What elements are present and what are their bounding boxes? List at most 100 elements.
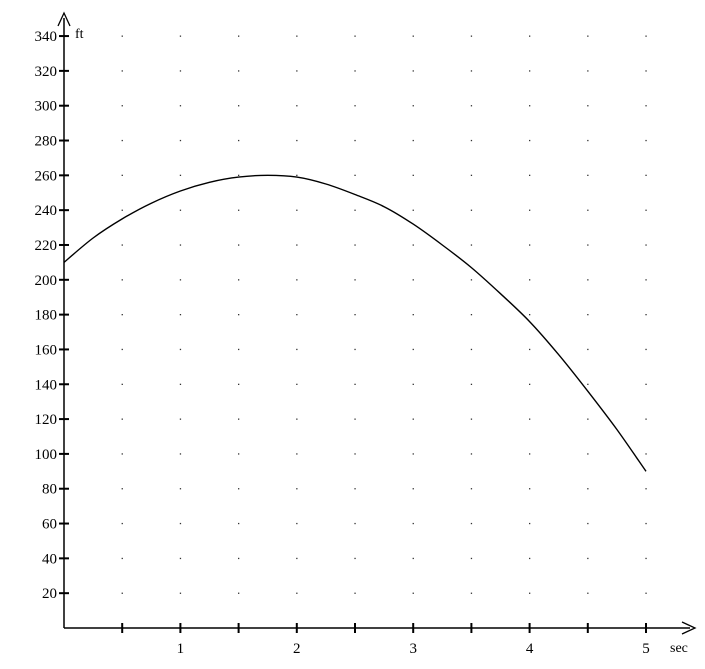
grid-dot bbox=[238, 70, 240, 72]
y-axis-label: ft bbox=[75, 27, 84, 42]
grid-dot bbox=[470, 279, 473, 281]
grid-dot bbox=[121, 592, 123, 594]
grid-dot bbox=[238, 244, 240, 246]
y-tick-label: 160 bbox=[35, 342, 58, 358]
grid-dot bbox=[354, 522, 356, 525]
grid-dot bbox=[529, 244, 531, 246]
series-line bbox=[63, 174, 647, 472]
grid-dot bbox=[238, 139, 240, 142]
grid-dot bbox=[296, 174, 298, 176]
grid-dot bbox=[121, 314, 123, 316]
grid-dot bbox=[470, 592, 473, 594]
y-tick-label: 220 bbox=[35, 238, 58, 254]
grid-dot bbox=[296, 279, 298, 281]
grid-dot bbox=[470, 348, 473, 351]
grid-dot bbox=[470, 314, 473, 316]
grid-dot bbox=[470, 174, 473, 176]
grid-dot bbox=[179, 418, 182, 420]
grid-dot bbox=[645, 348, 647, 351]
x-tick-label: 1 bbox=[177, 641, 185, 657]
grid-dot bbox=[238, 105, 240, 107]
grid-dot bbox=[354, 418, 356, 420]
series bbox=[63, 174, 647, 472]
grid-dot bbox=[587, 174, 589, 176]
grid-dot bbox=[529, 418, 531, 420]
grid-dot bbox=[529, 70, 531, 72]
grid-dot bbox=[121, 70, 123, 72]
grid-dot bbox=[529, 557, 531, 560]
grid-dot bbox=[412, 557, 414, 560]
grid-dot bbox=[296, 592, 298, 594]
grid-dot bbox=[470, 139, 473, 142]
x-tick-label: 4 bbox=[526, 641, 534, 657]
grid-dot bbox=[296, 314, 298, 316]
grid-dot bbox=[121, 105, 123, 107]
grid-dot bbox=[645, 174, 647, 176]
grid-dot bbox=[529, 348, 531, 351]
grid-dot bbox=[645, 35, 647, 37]
grid-dot bbox=[587, 453, 589, 455]
axes: sec ft bbox=[57, 11, 697, 656]
grid-dot bbox=[354, 70, 356, 72]
grid-dot bbox=[412, 35, 414, 37]
grid-dot bbox=[121, 348, 123, 351]
grid-dot bbox=[354, 244, 356, 246]
grid-dot bbox=[296, 557, 298, 560]
grid-dot bbox=[529, 522, 531, 525]
grid-dot bbox=[354, 557, 356, 560]
grid-dot bbox=[238, 279, 240, 281]
grid-dot bbox=[121, 453, 123, 455]
grid bbox=[121, 35, 647, 594]
grid-dot bbox=[587, 244, 589, 246]
grid-dot bbox=[587, 348, 589, 351]
grid-dot bbox=[645, 105, 647, 107]
grid-dot bbox=[179, 314, 182, 316]
grid-dot bbox=[470, 557, 473, 560]
grid-dot bbox=[529, 383, 531, 385]
x-axis-label: sec bbox=[670, 641, 688, 656]
y-tick-label: 240 bbox=[35, 203, 58, 219]
grid-dot bbox=[179, 174, 182, 176]
y-tick-label: 180 bbox=[35, 308, 58, 324]
grid-dot bbox=[645, 70, 647, 72]
grid-dot bbox=[179, 453, 182, 455]
grid-dot bbox=[354, 209, 356, 211]
grid-dot bbox=[238, 592, 240, 594]
grid-dot bbox=[587, 314, 589, 316]
grid-dot bbox=[645, 418, 647, 420]
grid-dot bbox=[179, 279, 182, 281]
grid-dot bbox=[470, 488, 473, 490]
grid-dot bbox=[179, 139, 182, 142]
grid-dot bbox=[179, 383, 182, 385]
grid-dot bbox=[296, 70, 298, 72]
grid-dot bbox=[296, 209, 298, 211]
grid-dot bbox=[412, 383, 414, 385]
grid-dot bbox=[354, 35, 356, 37]
grid-dot bbox=[412, 174, 414, 176]
y-tick-label: 60 bbox=[42, 517, 57, 533]
grid-dot bbox=[354, 488, 356, 490]
grid-dot bbox=[529, 209, 531, 211]
y-tick-label: 260 bbox=[35, 168, 58, 184]
x-tick-label: 3 bbox=[409, 641, 417, 657]
grid-dot bbox=[238, 35, 240, 37]
y-tick-label: 200 bbox=[35, 273, 58, 289]
grid-dot bbox=[296, 418, 298, 420]
grid-dot bbox=[645, 557, 647, 560]
grid-dot bbox=[412, 314, 414, 316]
grid-dot bbox=[587, 139, 589, 142]
grid-dot bbox=[238, 314, 240, 316]
grid-dot bbox=[470, 105, 473, 107]
grid-dot bbox=[645, 209, 647, 211]
grid-dot bbox=[179, 522, 182, 525]
grid-dot bbox=[412, 522, 414, 525]
grid-dot bbox=[412, 105, 414, 107]
grid-dot bbox=[179, 70, 182, 72]
grid-dot bbox=[354, 105, 356, 107]
grid-dot bbox=[587, 35, 589, 37]
grid-dot bbox=[587, 418, 589, 420]
grid-dot bbox=[296, 453, 298, 455]
y-tick-label: 140 bbox=[35, 377, 58, 393]
grid-dot bbox=[645, 314, 647, 316]
grid-dot bbox=[238, 383, 240, 385]
